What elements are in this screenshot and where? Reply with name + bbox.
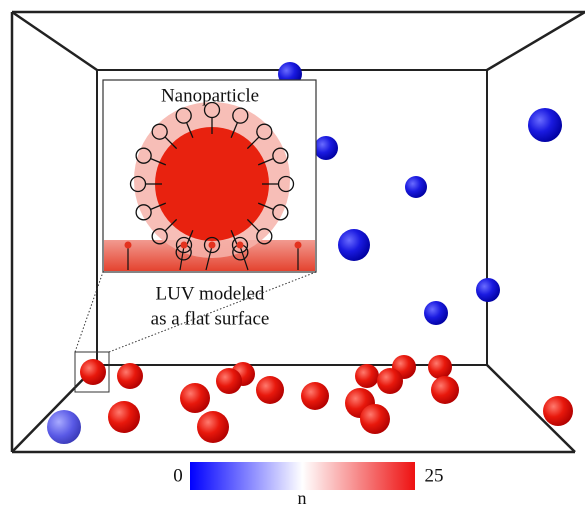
particle xyxy=(360,404,390,434)
inset-caption: LUV modeled xyxy=(156,283,265,304)
particle xyxy=(431,376,459,404)
particle xyxy=(197,411,229,443)
particle xyxy=(528,108,562,142)
lipid-head xyxy=(295,242,302,249)
lipid-head xyxy=(209,242,216,249)
colorbar: 0 25 n xyxy=(173,462,443,508)
lipid-head xyxy=(125,242,132,249)
particle xyxy=(428,355,452,379)
inset: Nanoparticle xyxy=(103,80,316,272)
colorbar-gradient xyxy=(190,462,415,490)
particle xyxy=(117,363,143,389)
particle xyxy=(80,359,106,385)
particle xyxy=(338,229,370,261)
particle xyxy=(301,382,329,410)
lipid-head xyxy=(237,242,244,249)
colorbar-label: n xyxy=(298,488,307,508)
particle xyxy=(47,410,81,444)
figure: Nanoparticle LUV modeled as a flat surfa… xyxy=(0,0,585,508)
particle xyxy=(355,364,379,388)
colorbar-min: 0 xyxy=(173,465,183,486)
particle xyxy=(256,376,284,404)
particle xyxy=(108,401,140,433)
particle xyxy=(314,136,338,160)
colorbar-max: 25 xyxy=(425,465,444,486)
particle xyxy=(424,301,448,325)
particle xyxy=(405,176,427,198)
particle xyxy=(543,396,573,426)
particle xyxy=(476,278,500,302)
lipid-head xyxy=(181,242,188,249)
particle xyxy=(180,383,210,413)
particle xyxy=(377,368,403,394)
inset-caption: as a flat surface xyxy=(151,308,270,329)
particle xyxy=(216,368,242,394)
